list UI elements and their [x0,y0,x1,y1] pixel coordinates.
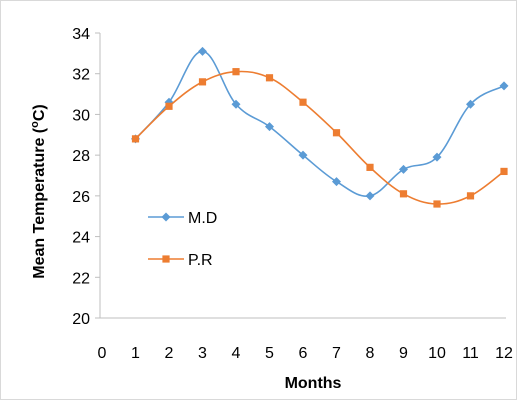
data-point-p-r [265,74,274,82]
x-tick-label: 12 [495,345,513,362]
x-tick-label: 4 [232,345,241,362]
x-tick-label: 8 [366,345,375,362]
series-p-r [131,68,508,208]
x-tick-label: 1 [131,345,140,362]
legend-label: M.D [188,210,217,227]
legend-item-p-r: P.R [148,252,213,269]
data-point-m-d [466,99,475,109]
x-tick-label: 3 [198,345,207,362]
data-point-m-d [399,164,408,174]
x-tick-label: 0 [98,345,107,362]
y-tick-label: 34 [72,26,90,43]
y-axis-title-superscript: o [29,121,41,128]
legend-swatch-marker [161,212,171,222]
x-axis-title: Months [285,375,342,392]
y-tick-label: 22 [72,270,90,287]
data-point-p-r [399,190,408,198]
x-tick-label: 5 [265,345,274,362]
x-tick-label: 2 [165,345,174,362]
series-line-p-r [134,70,505,205]
data-point-p-r [332,129,341,137]
y-axis-ticks: 20 22 24 26 28 30 32 34 [72,26,100,328]
y-axis-title: Mean Temperature (oC) [29,104,48,278]
data-point-m-d [298,150,308,160]
legend-item-m-d: M.D [148,210,217,227]
y-tick-label: 24 [72,230,90,247]
data-point-p-r [433,200,441,208]
data-point-p-r [165,102,173,110]
data-point-p-r [466,192,475,200]
y-tick-label: 20 [72,311,90,328]
y-tick-label: 26 [72,189,90,206]
x-tick-label: 7 [332,345,341,362]
data-point-m-d [332,177,341,187]
series-line-m-d [134,50,505,197]
data-point-p-r [500,167,508,176]
legend-label: P.R [188,252,213,269]
x-axis-ticks: 0 1 2 3 4 5 6 7 8 9 10 11 12 [98,345,513,362]
legend: M.D P.R [148,210,217,269]
data-point-m-d [365,191,375,201]
legend-swatch-marker [162,255,170,263]
y-tick-label: 28 [72,148,90,165]
data-point-p-r [299,98,307,106]
series-m-d [131,46,509,201]
data-point-p-r [366,163,374,171]
x-tick-label: 9 [399,345,408,362]
data-point-m-d [198,46,207,56]
y-axis-title-prefix: Mean Temperature ( [31,127,48,279]
data-point-m-d [432,152,442,162]
y-tick-label: 30 [72,107,90,124]
data-point-p-r [232,68,240,76]
data-point-m-d [499,81,509,91]
data-point-p-r [131,135,140,143]
data-point-m-d [231,99,241,109]
x-tick-label: 10 [428,345,446,362]
x-tick-label: 11 [462,345,479,362]
x-tick-label: 6 [299,345,308,362]
data-point-m-d [265,122,274,132]
y-axis-title-suffix: C) [31,104,48,121]
data-point-p-r [198,78,207,86]
series-layer [131,46,509,208]
y-tick-label: 32 [72,67,90,84]
